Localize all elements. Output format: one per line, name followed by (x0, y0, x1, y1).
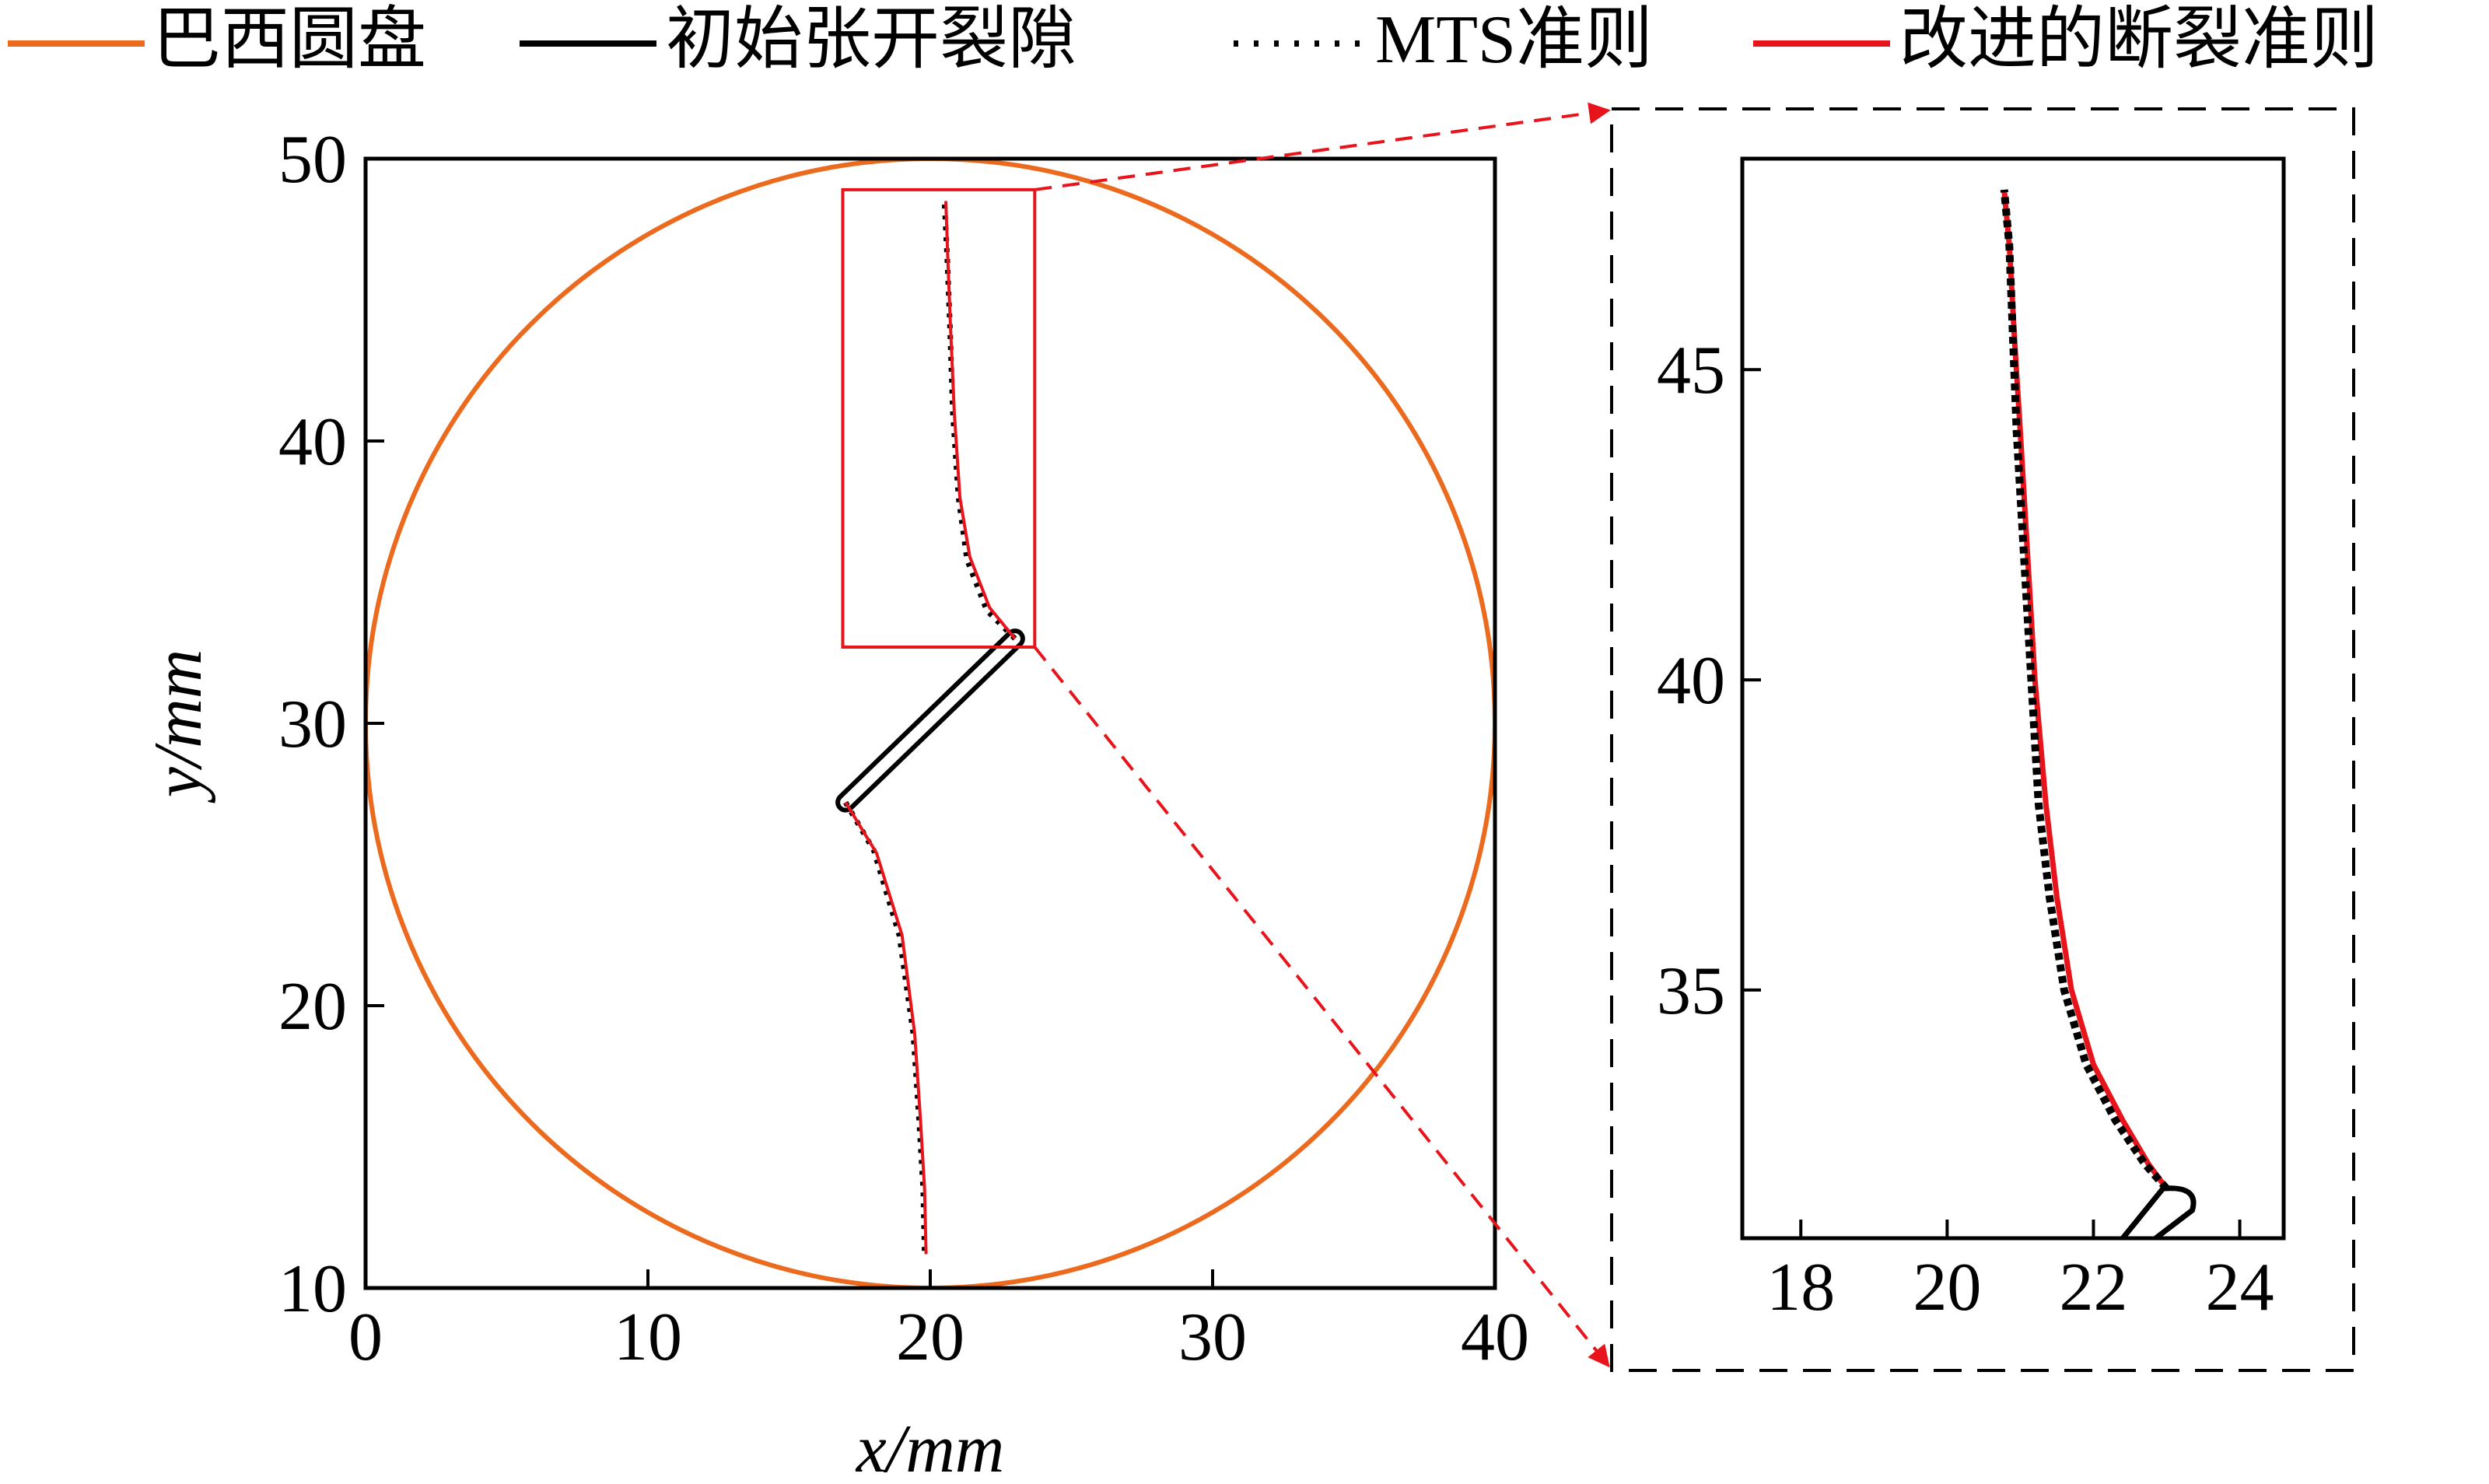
y-tick-label-40: 40 (278, 404, 347, 480)
legend-label-flaw: 初始张开裂隙 (666, 2, 1076, 78)
zoom-plot-frame (1740, 156, 2286, 1241)
x-tick-label-30: 30 (1178, 1300, 1247, 1375)
x-axis-label-var: x/mm (855, 1412, 1005, 1484)
zoom-connectors (1033, 102, 1611, 1368)
legend-label-mts: MTS准则 (1375, 2, 1653, 78)
legend-label-disk: 巴西圆盘 (152, 2, 426, 78)
zoom-y-tick-label-35: 35 (1657, 954, 1725, 1029)
y-tick-label-20: 20 (278, 969, 347, 1045)
zoom-y-tick-label-40: 40 (1657, 643, 1725, 719)
y-tick-label-50: 50 (278, 122, 347, 198)
zoom-x-tick-label-20: 20 (1913, 1250, 1981, 1325)
zoom-initial-flaw-tip (2120, 1185, 2197, 1238)
x-tick-label-10: 10 (614, 1300, 682, 1375)
zoom-x-tick-label-22: 22 (2059, 1250, 2127, 1325)
improved-crack-path-upper (944, 201, 1017, 640)
zoom-region-box (841, 187, 1037, 649)
legend: 巴西圆盘 初始张开裂隙 MTS准则 改进的断裂准则 (8, 2, 2379, 78)
x-tick-label-0: 0 (348, 1300, 383, 1375)
legend-label-improved: 改进的断裂准则 (1899, 2, 2379, 78)
zoom-connector-arrow-top (1034, 102, 1611, 191)
initial-flaw-gap (840, 633, 1020, 808)
zoom-x-tick-label-24: 24 (2206, 1250, 2274, 1325)
improved-crack-path-lower (844, 801, 928, 1255)
zoom-mts-crack-path (2000, 189, 2170, 1192)
x-tick-label-20: 20 (896, 1300, 964, 1375)
zoom-y-tick-label-45: 45 (1657, 333, 1725, 408)
y-tick-label-10: 10 (278, 1251, 347, 1327)
x-tick-label-40: 40 (1461, 1300, 1529, 1375)
zoom-x-tick-label-18: 18 (1766, 1250, 1835, 1325)
y-axis-label-var: y/mm (141, 649, 216, 804)
zoom-plot: 18 20 22 24 35 40 45 (1610, 107, 2355, 1372)
x-axis-label: x/mm (855, 1412, 1005, 1484)
zoom-connector-arrow-bottom (1033, 646, 1610, 1368)
y-axis-label: y/mm (141, 649, 216, 804)
zoom-outer-dashed-box (1610, 107, 2355, 1372)
y-tick-label-30: 30 (278, 687, 347, 762)
